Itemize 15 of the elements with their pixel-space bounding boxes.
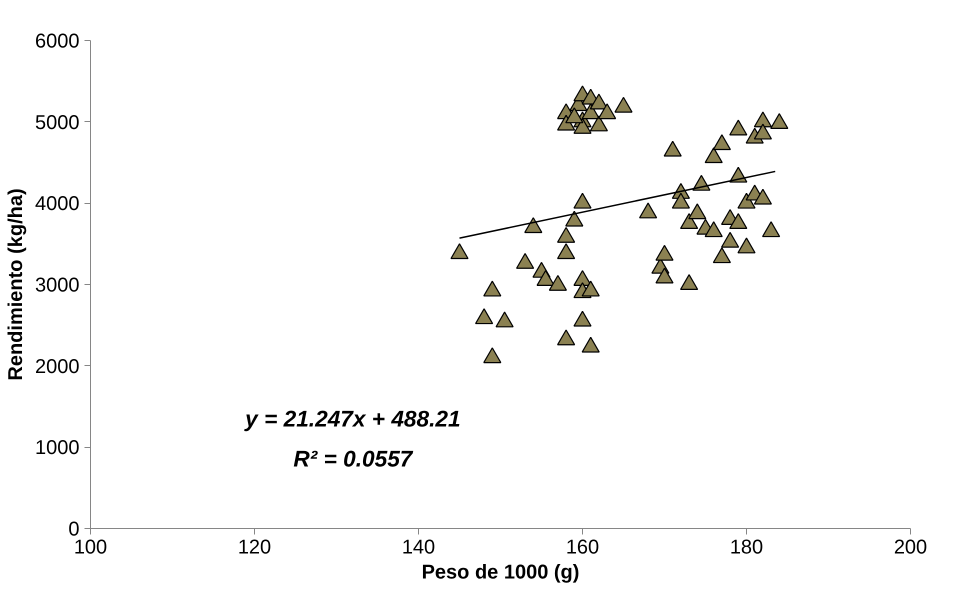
x-tick-label: 120 [238, 536, 272, 558]
y-axis-title: Rendimiento (kg/ha) [5, 188, 28, 381]
annotation: R² = 0.0557 [293, 446, 414, 472]
x-axis-title: Peso de 1000 (g) [422, 562, 580, 584]
y-tick-label: 6000 [35, 30, 80, 52]
x-tick-label: 160 [566, 536, 600, 558]
y-tick-label: 1000 [35, 437, 80, 460]
x-tick-label: 180 [730, 536, 764, 558]
x-tick-label: 140 [402, 536, 436, 558]
y-tick-label: 2000 [35, 356, 80, 378]
y-tick-label: 3000 [35, 274, 80, 296]
x-tick-label: 200 [894, 536, 928, 558]
annotation: y = 21.247x + 488.21 [244, 406, 461, 432]
y-tick-label: 4000 [35, 193, 80, 216]
y-tick-label: 5000 [35, 112, 80, 134]
